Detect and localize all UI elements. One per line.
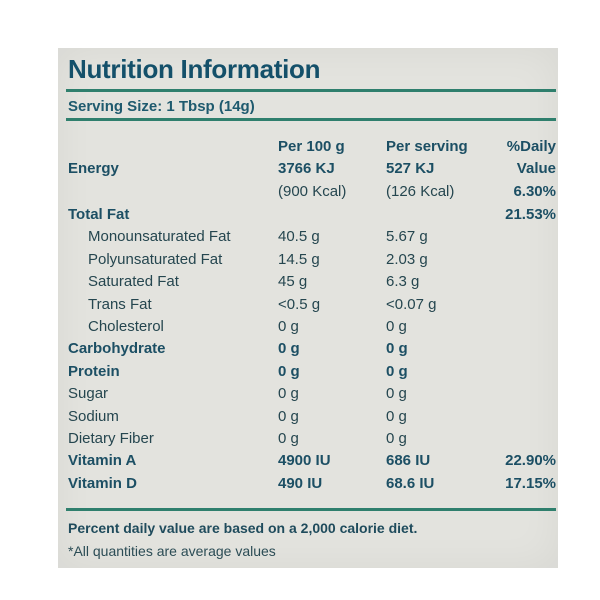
nutrient-per-serving: <0.07 g: [386, 295, 437, 313]
footnote-daily-value: Percent daily value are based on a 2,000…: [68, 520, 418, 536]
nutrient-per-serving: 0 g: [386, 385, 407, 403]
nutrient-per-serving: 6.3 g: [386, 273, 420, 291]
nutrient-label: Sugar: [68, 385, 109, 403]
energy-per100-kcal: (900 Kcal): [278, 183, 347, 200]
energy-serving-kcal: (126 Kcal): [386, 183, 455, 200]
nutrient-label: Sodium: [68, 407, 119, 425]
nutrient-daily-value: 21.53%: [505, 206, 556, 223]
nutrient-label: Polyunsaturated Fat: [88, 250, 223, 268]
nutrient-per100: 490 IU: [278, 474, 323, 492]
nutrient-label: Trans Fat: [88, 295, 152, 313]
nutrient-per100: 0 g: [278, 407, 299, 425]
footnote-average: *All quantities are average values: [68, 543, 276, 559]
nutrient-per-serving: 5.67 g: [386, 228, 428, 246]
nutrient-per-serving: 68.6 IU: [386, 474, 435, 492]
nutrient-per-serving: 0 g: [386, 318, 407, 335]
nutrient-per-serving: 0 g: [386, 407, 407, 425]
nutrient-label: Vitamin A: [68, 452, 137, 470]
header-per-serving: Per serving: [386, 138, 468, 155]
nutrient-per-serving: 0 g: [386, 430, 407, 447]
energy-label: Energy: [68, 160, 119, 177]
nutrient-per100: 4900 IU: [278, 452, 331, 470]
nutrient-label: Dietary Fiber: [68, 430, 154, 447]
nutrient-per100: 0 g: [278, 362, 300, 380]
nutrient-label: Cholesterol: [88, 318, 164, 335]
serving-divider: [66, 118, 556, 121]
nutrient-daily-value: 17.15%: [505, 474, 556, 492]
nutrient-per100: 14.5 g: [278, 250, 320, 268]
title-divider: [66, 89, 556, 92]
nutrient-per-serving: 0 g: [386, 340, 408, 358]
nutrient-label: Monounsaturated Fat: [88, 228, 231, 246]
nutrient-per100: <0.5 g: [278, 295, 321, 313]
nutrient-per100: 40.5 g: [278, 228, 320, 246]
nutrient-label: Carbohydrate: [68, 340, 166, 358]
nutrient-per100: 45 g: [278, 273, 308, 291]
nutrient-label: Saturated Fat: [88, 273, 179, 291]
header-daily: %Daily: [506, 138, 556, 155]
nutrient-per-serving: 0 g: [386, 362, 408, 380]
nutrient-per100: 0 g: [278, 318, 299, 335]
serving-size: Serving Size: 1 Tbsp (14g): [68, 98, 255, 115]
nutrition-title: Nutrition Information: [68, 54, 321, 84]
energy-daily: 6.30%: [513, 183, 556, 200]
nutrient-label: Total Fat: [68, 206, 130, 223]
footer-divider: [66, 508, 556, 511]
nutrient-per100: 0 g: [278, 385, 299, 403]
header-value: Value: [516, 160, 556, 177]
nutrient-per-serving: 686 IU: [386, 452, 431, 470]
nutrient-daily-value: 22.90%: [505, 452, 556, 470]
nutrient-per100: 0 g: [278, 340, 300, 358]
energy-per100-kj: 3766 KJ: [278, 160, 335, 177]
nutrient-label: Vitamin D: [68, 474, 137, 492]
nutrient-per-serving: 2.03 g: [386, 250, 428, 268]
nutrition-panel: Nutrition Information Serving Size: 1 Tb…: [58, 48, 558, 568]
energy-serving-kj: 527 KJ: [386, 160, 435, 177]
header-per-100g: Per 100 g: [278, 138, 345, 155]
nutrient-label: Protein: [68, 362, 120, 380]
nutrient-per100: 0 g: [278, 430, 299, 447]
